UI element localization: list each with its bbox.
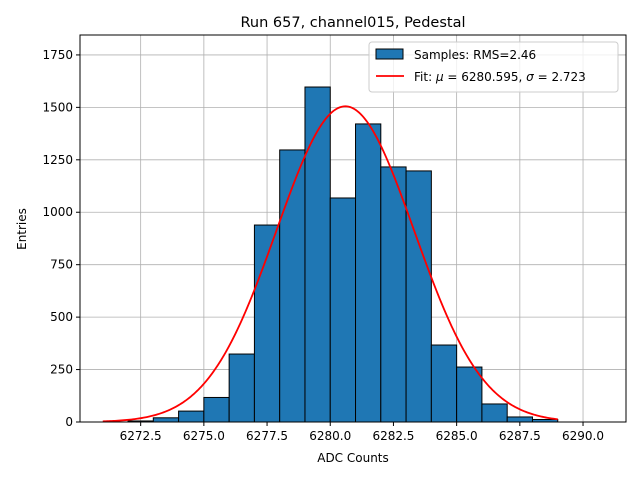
histogram-bar xyxy=(405,170,432,423)
legend-patch-samples xyxy=(375,48,404,60)
x-tick-label: 6280.0 xyxy=(309,429,351,443)
histogram-bar xyxy=(506,416,533,423)
histogram-bar xyxy=(152,417,180,423)
histogram-bar xyxy=(355,123,382,423)
legend-label-samples: Samples: RMS=2.46 xyxy=(414,48,536,62)
bars xyxy=(127,86,559,423)
histogram-bar xyxy=(456,366,483,423)
legend-label-fit: Fit: μ = 6280.595, σ = 2.723 xyxy=(414,70,586,84)
x-tick-label: 6285.0 xyxy=(436,429,478,443)
y-tick-label: 0 xyxy=(65,415,73,429)
y-tick-label: 1750 xyxy=(42,48,73,62)
x-ticks: 6272.5 6275.0 6277.5 6280.0 6282.5 6285.0 6287… xyxy=(120,422,604,443)
histogram-bar xyxy=(380,166,407,423)
x-axis-label: ADC Counts xyxy=(317,451,389,465)
y-tick-label: 500 xyxy=(50,310,73,324)
histogram-bar xyxy=(203,396,230,423)
histogram-bar xyxy=(228,353,255,423)
legend-box xyxy=(368,41,619,93)
x-tick-label: 6287.5 xyxy=(499,429,541,443)
fit-curve xyxy=(102,105,558,423)
x-tick-label: 6282.5 xyxy=(372,429,414,443)
chart-title: Run 657, channel015, Pedestal xyxy=(240,15,465,31)
y-ticks: 0 250 500 750 1000 1250 1500 1750 xyxy=(42,48,80,429)
histogram-bar xyxy=(481,403,508,423)
axes-frame xyxy=(79,34,627,423)
y-tick-label: 1500 xyxy=(42,100,73,114)
histogram-bar xyxy=(279,149,306,423)
y-axis-label: Entries xyxy=(15,208,29,250)
x-tick-label: 6272.5 xyxy=(120,429,162,443)
y-tick-label: 750 xyxy=(50,258,73,272)
histogram-bar xyxy=(178,410,205,423)
y-tick-label: 1250 xyxy=(42,153,73,167)
x-tick-label: 6275.0 xyxy=(183,429,225,443)
histogram-bar xyxy=(430,344,458,423)
y-tick-label: 1000 xyxy=(42,205,73,219)
x-tick-label: 6277.5 xyxy=(246,429,288,443)
histogram-bar xyxy=(304,86,331,423)
y-tick-label: 250 xyxy=(50,363,73,377)
x-tick-label: 6290.0 xyxy=(562,429,604,443)
legend: Samples: RMS=2.46 Fit: μ = 6280.595, σ =… xyxy=(368,41,619,93)
histogram-bar xyxy=(329,197,357,423)
